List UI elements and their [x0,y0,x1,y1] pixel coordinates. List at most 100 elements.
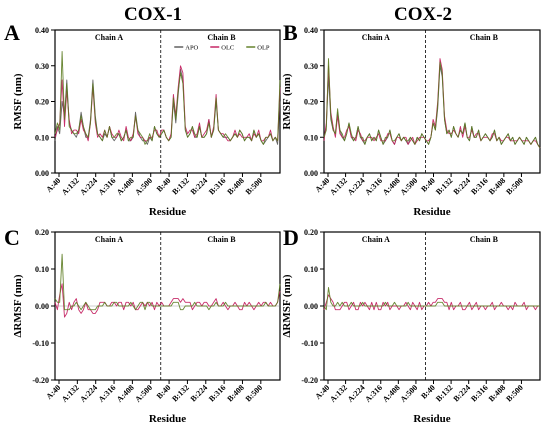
x-tick-label: B:224 [452,176,473,197]
series-line-olp [54,253,281,311]
legend-label-apo: APO [185,45,198,52]
x-tick-label: A:316 [363,176,384,197]
x-tick-label: B:132 [170,383,191,404]
x-tick-label: A:408 [381,176,402,197]
panel-b: B0.000.100.200.300.40A:40A:132A:224A:316… [281,20,541,218]
y-tick-label: 0.00 [35,169,49,178]
column-title-cox2: COX-2 [394,4,452,25]
x-tick-label: A:408 [115,383,136,404]
panel-letter-a: A [4,20,20,45]
x-axis-title: Residue [149,206,186,218]
panel-c: C-0.20-0.100.000.100.20A:40A:132A:224A:3… [4,225,281,425]
y-tick-label: 0.10 [304,265,318,274]
panel-d: D-0.20-0.100.000.100.20A:40A:132A:224A:3… [281,225,541,425]
legend: APO OLC OLP [174,45,270,52]
x-tick-label: B:408 [487,383,508,404]
panel-letter-d: D [283,225,299,250]
chain-a-label: Chain A [362,33,390,42]
x-tick-label: B:132 [434,176,455,197]
x-tick-label: B:500 [244,176,265,197]
x-tick-label: B:316 [207,383,228,404]
x-tick-label: A:132 [328,383,349,404]
x-tick-label: A:224 [346,383,367,404]
x-tick-label: A:316 [97,176,118,197]
y-tick-label: 0.40 [35,26,49,35]
series-line-olc [54,283,281,318]
y-tick-label: 0.10 [35,265,49,274]
y-axis-title: RMSF (nm) [281,73,293,129]
x-tick-label: A:132 [60,383,81,404]
y-tick-label: -0.10 [301,339,318,348]
x-tick-label: A:408 [381,383,402,404]
series-line-olp [323,287,540,311]
chain-b-label: Chain B [470,33,499,42]
legend-label-olc: OLC [221,45,234,52]
y-axis-title: ΔRMSF (nm) [281,274,293,337]
series-line-olp [323,58,541,149]
x-tick-label: B:224 [189,383,210,404]
panel-letter-c: C [4,225,20,250]
y-tick-label: 0.10 [35,133,49,142]
y-tick-label: -0.10 [32,339,49,348]
x-tick-label: B:316 [469,176,490,197]
y-tick-label: 0.30 [35,62,49,71]
y-tick-label: 0.00 [35,302,49,311]
y-tick-label: 0.30 [304,62,318,71]
x-tick-label: A:224 [78,176,99,197]
chain-a-label: Chain A [362,235,390,244]
x-tick-label: B:408 [225,383,246,404]
x-tick-label: A:500 [133,383,154,404]
series-line-olc [323,294,540,311]
x-axis-title: Residue [149,413,186,425]
chain-a-label: Chain A [95,235,123,244]
x-tick-label: A:132 [328,176,349,197]
x-axis-title: Residue [413,413,450,425]
x-tick-label: B:132 [170,176,191,197]
x-tick-label: A:408 [115,176,136,197]
legend-label-olp: OLP [257,45,270,52]
chain-b-label: Chain B [470,235,499,244]
x-tick-label: B:500 [504,383,525,404]
y-tick-label: -0.20 [301,376,318,385]
series-line-olp [54,51,281,145]
x-tick-label: B:224 [189,176,210,197]
x-tick-label: A:500 [399,176,420,197]
x-tick-label: A:224 [78,383,99,404]
x-tick-label: A:224 [346,176,367,197]
x-tick-label: A:500 [399,383,420,404]
x-tick-label: A:132 [60,176,81,197]
chain-b-label: Chain B [207,235,236,244]
y-tick-label: 0.20 [304,98,318,107]
y-axis-title: RMSF (nm) [12,73,24,129]
x-tick-label: A:316 [363,383,384,404]
y-tick-label: 0.20 [304,228,318,237]
x-tick-label: B:224 [452,383,473,404]
plot-layer: A0.000.100.200.300.40A:40A:132A:224A:316… [4,20,541,425]
x-tick-label: A:316 [97,383,118,404]
plot-frame [54,29,281,174]
y-tick-label: -0.20 [32,376,49,385]
y-tick-label: 0.40 [304,26,318,35]
y-tick-label: 0.00 [304,169,318,178]
y-tick-label: 0.20 [35,228,49,237]
x-tick-label: B:408 [225,176,246,197]
x-tick-label: B:316 [207,176,228,197]
x-tick-label: B:408 [487,176,508,197]
y-tick-label: 0.00 [304,302,318,311]
x-tick-label: B:132 [434,383,455,404]
y-tick-label: 0.10 [304,133,318,142]
y-tick-label: 0.20 [35,98,49,107]
x-tick-label: B:500 [504,176,525,197]
x-axis-title: Residue [413,206,450,218]
column-title-cox1: COX-1 [124,4,182,25]
x-tick-label: A:500 [133,176,154,197]
panel-letter-b: B [283,20,298,45]
panel-a: A0.000.100.200.300.40A:40A:132A:224A:316… [4,20,281,218]
chain-a-label: Chain A [95,33,123,42]
plot-frame [323,29,541,174]
y-axis-title: ΔRMSF (nm) [12,274,24,337]
x-tick-label: B:316 [469,383,490,404]
chain-b-label: Chain B [207,33,236,42]
